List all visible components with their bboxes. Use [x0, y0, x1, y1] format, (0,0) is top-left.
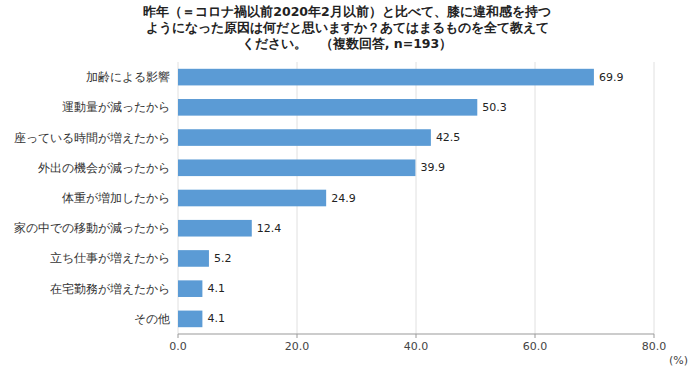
- category-label: 家の中での移動が減ったから: [14, 221, 170, 235]
- title-line: ようになった原因は何だと思いますか？あてはまるものを全て教えて: [146, 20, 549, 35]
- data-label: 4.1: [207, 282, 225, 295]
- title-line: ください。 （複数回答, n=193）: [242, 36, 453, 51]
- category-label: 立ち仕事が増えたから: [50, 251, 170, 265]
- tick-label: 20.0: [285, 340, 310, 353]
- category-label: 座っている時間が増えたから: [14, 131, 170, 145]
- tick-mark: [654, 334, 655, 338]
- data-label: 5.2: [214, 252, 232, 265]
- data-label: 39.9: [420, 161, 445, 174]
- category-label: 運動量が減ったから: [62, 100, 170, 114]
- y-axis: 加齢による影響運動量が減ったから座っている時間が増えたから外出の機会が減ったから…: [14, 70, 170, 326]
- category-label: 加齢による影響: [86, 70, 170, 84]
- bar: [178, 129, 431, 146]
- title: 昨年（＝コロナ禍以前2020年2月以前）と比べて、膝に違和感を持つようになった原…: [143, 4, 551, 51]
- x-axis-label: (%): [669, 354, 688, 367]
- grid-line: [654, 62, 655, 334]
- tick-mark: [535, 334, 536, 338]
- data-label: 69.9: [599, 71, 624, 84]
- grid: [178, 62, 654, 334]
- bar: [178, 69, 594, 86]
- tick-label: 80.0: [642, 340, 667, 353]
- chart-container: 昨年（＝コロナ禍以前2020年2月以前）と比べて、膝に違和感を持つようになった原…: [0, 0, 694, 370]
- x-axis: 0.0 20.0 40.0 60.0 80.0: [169, 334, 666, 353]
- data-label: 24.9: [331, 192, 356, 205]
- bar: [178, 220, 252, 237]
- category-label: 体重が増加したから: [62, 191, 170, 205]
- tick-mark: [416, 334, 417, 338]
- data-label: 12.4: [257, 222, 282, 235]
- chart-svg: 昨年（＝コロナ禍以前2020年2月以前）と比べて、膝に違和感を持つようになった原…: [0, 0, 694, 370]
- data-label: 50.3: [482, 101, 507, 114]
- category-label: 外出の機会が減ったから: [38, 161, 170, 175]
- bar: [178, 250, 209, 267]
- tick-label: 60.0: [523, 340, 548, 353]
- background: [0, 0, 694, 370]
- bar: [178, 280, 202, 297]
- bar: [178, 311, 202, 328]
- bars: [178, 69, 594, 327]
- category-label: 在宅勤務が増えたから: [50, 282, 170, 296]
- bar: [178, 159, 415, 176]
- tick-label: 40.0: [404, 340, 429, 353]
- labels: 69.9 50.3 42.5 39.9 24.9 12.4 5.2 4.1 4.1: [207, 71, 623, 326]
- data-label: 4.1: [207, 312, 225, 325]
- bar: [178, 99, 477, 116]
- tick-label: 0.0: [169, 340, 187, 353]
- x-axis-line: [178, 334, 654, 335]
- category-label: その他: [134, 312, 170, 326]
- title-line: 昨年（＝コロナ禍以前2020年2月以前）と比べて、膝に違和感を持つ: [143, 4, 551, 19]
- bar: [178, 190, 326, 207]
- tick-mark: [178, 334, 179, 338]
- tick-mark: [297, 334, 298, 338]
- data-label: 42.5: [436, 131, 461, 144]
- grid-line: [535, 62, 536, 334]
